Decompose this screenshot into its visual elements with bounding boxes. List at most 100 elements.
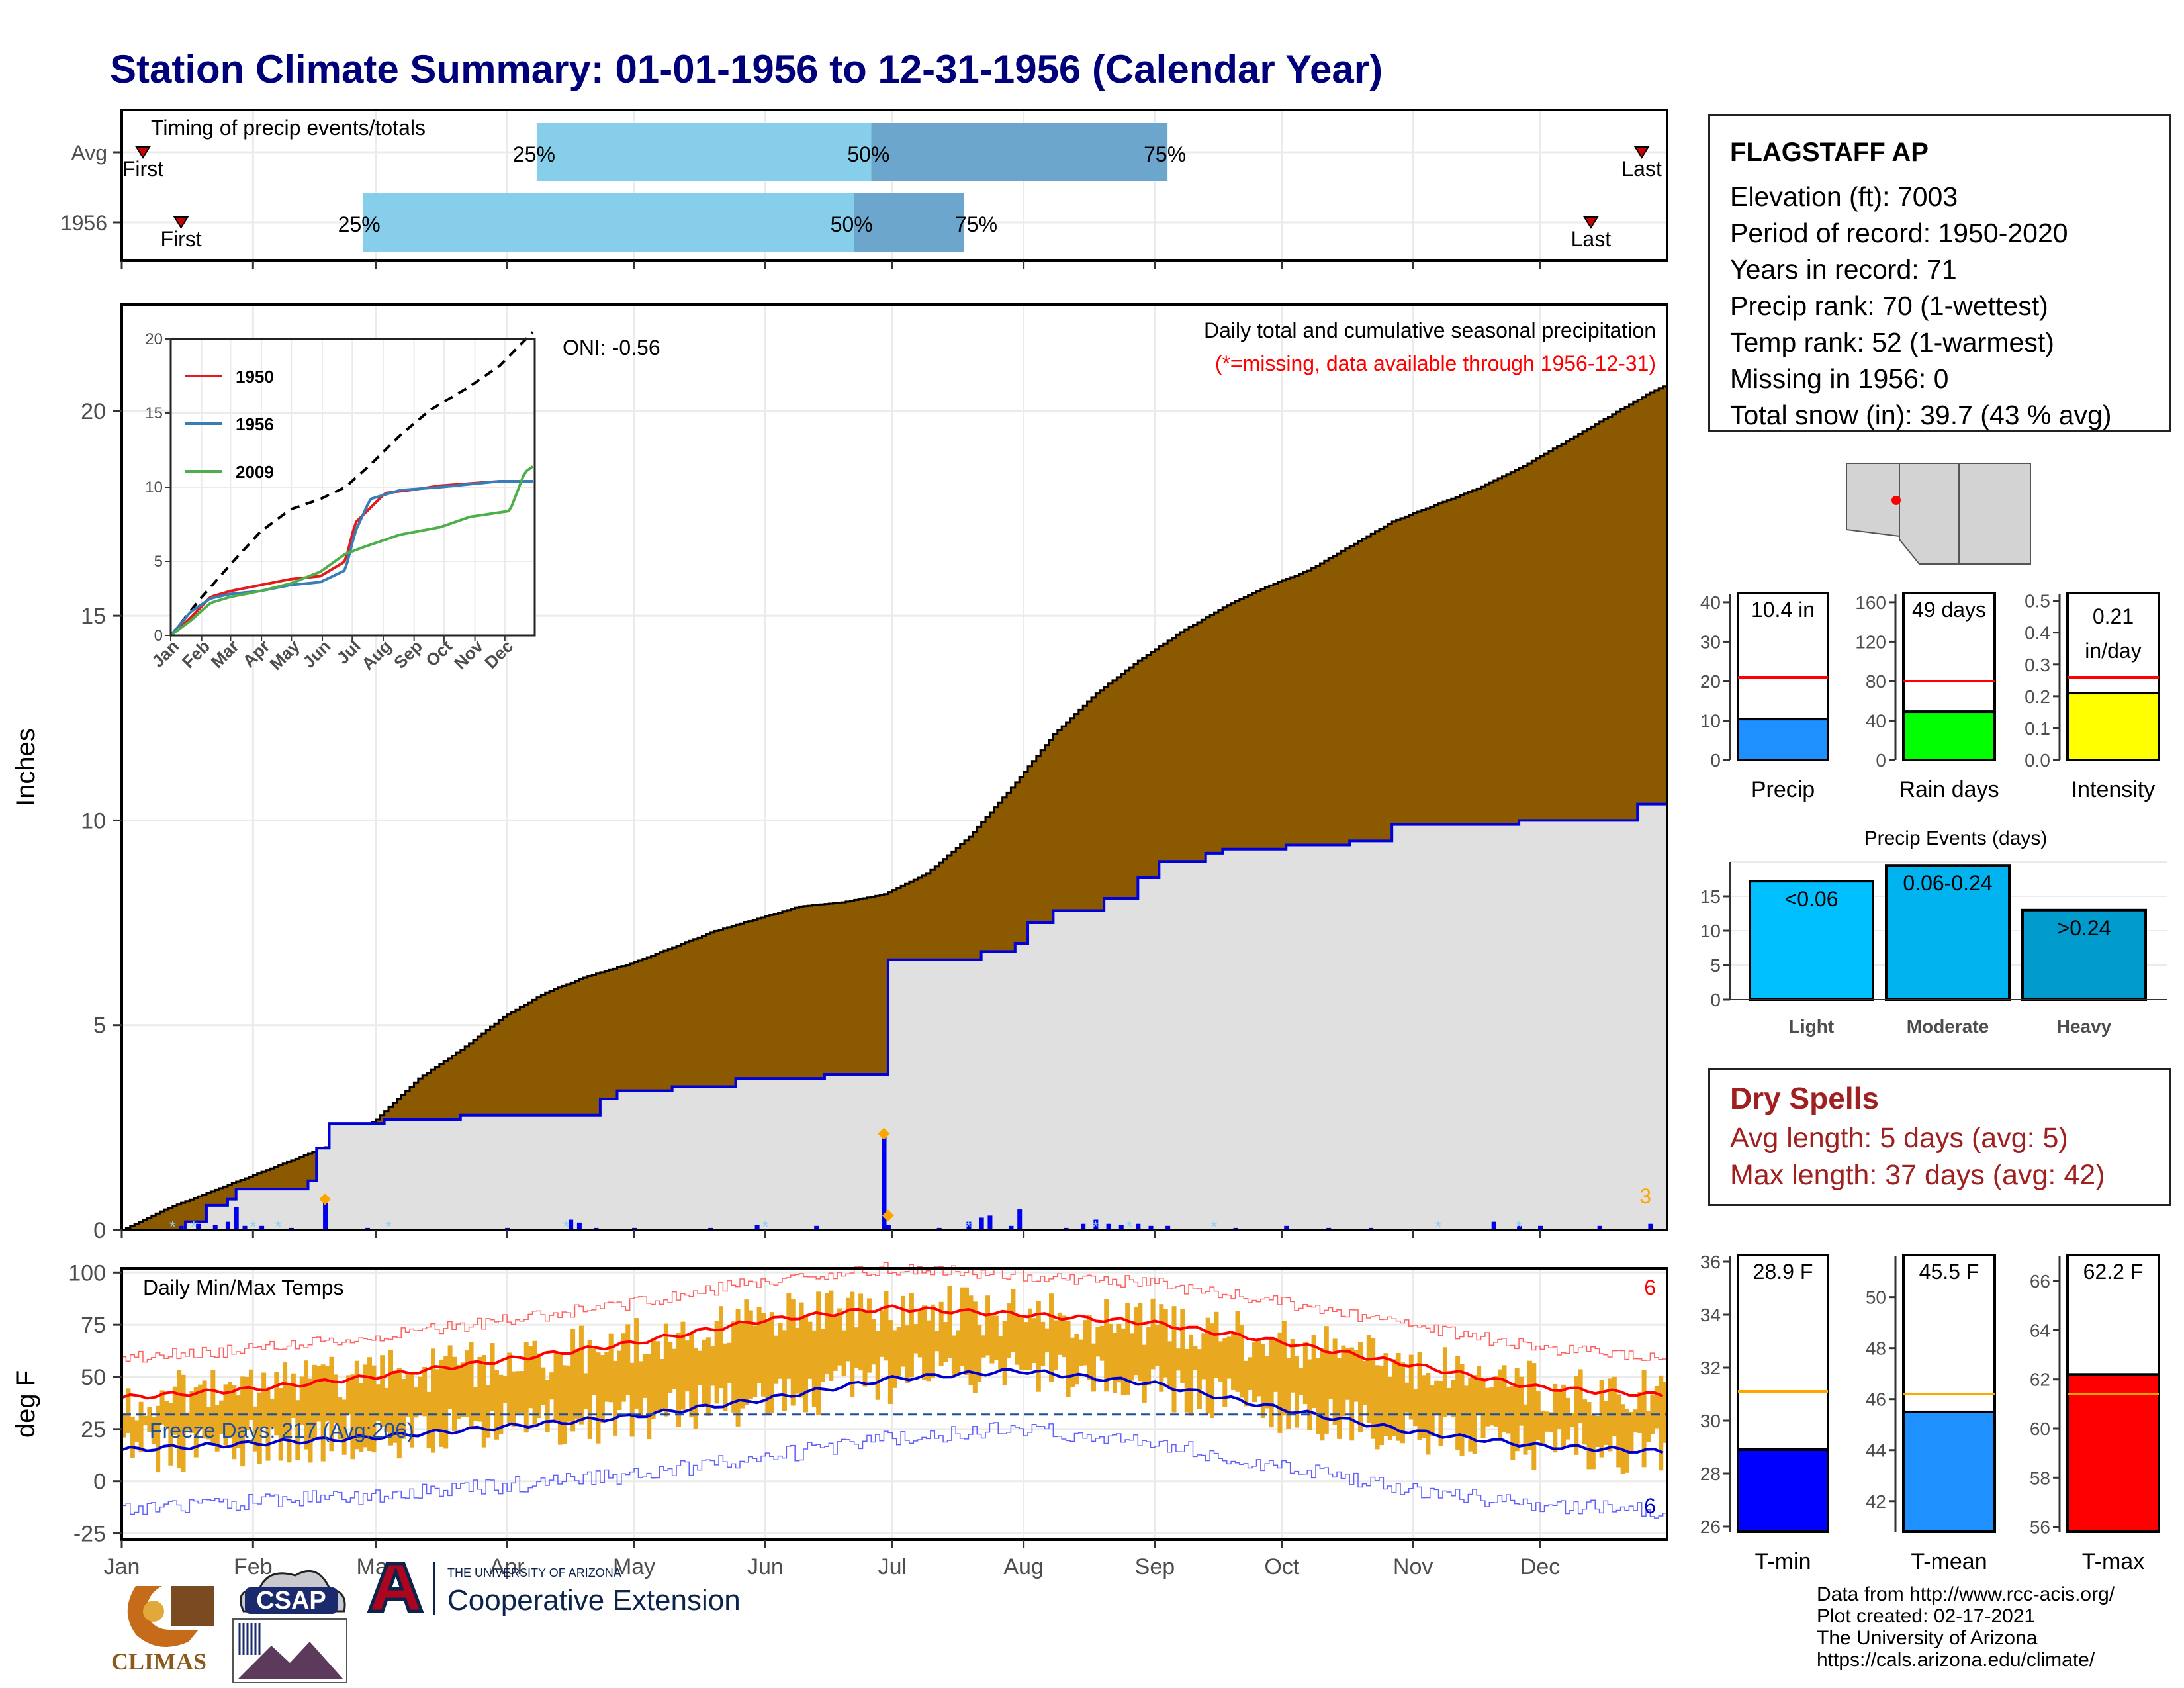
temp-t-min-bar <box>1737 1448 1829 1533</box>
temp-daily-range-bar <box>943 1322 948 1362</box>
temp-daily-range-bar <box>710 1346 715 1386</box>
temp-daily-range-bar <box>320 1364 326 1462</box>
precip-daily-bar <box>1081 1223 1086 1230</box>
temp-daily-range-bar <box>456 1364 461 1419</box>
temp-daily-range-bar <box>1506 1386 1511 1434</box>
precip-missing-star: * <box>1126 1217 1132 1237</box>
temp-daily-range-bar <box>875 1331 880 1400</box>
temp-daily-range-bar <box>731 1321 737 1413</box>
temp-daily-range-bar <box>426 1391 432 1448</box>
temp-daily-range-bar <box>1328 1353 1334 1399</box>
temp-daily-range-bar <box>1510 1385 1516 1460</box>
temp-daily-range-bar <box>790 1299 796 1406</box>
temp-daily-range-bar <box>748 1310 753 1400</box>
temp-daily-range-bar <box>486 1385 491 1438</box>
temp-daily-range-bar <box>210 1370 216 1444</box>
temp-daily-range-bar <box>1472 1375 1477 1454</box>
temp-daily-range-bar <box>447 1345 453 1409</box>
temp-daily-range-bar <box>138 1401 144 1452</box>
temp-daily-range-bar <box>265 1387 271 1461</box>
season-rain-days-ytick-label: 0 <box>1876 750 1886 771</box>
temp-t-mean-label: T-mean <box>1911 1549 1987 1574</box>
temp-daily-range-bar <box>1040 1321 1046 1366</box>
precip-daily-bar <box>1538 1225 1543 1230</box>
timing-last-marker <box>1633 146 1650 159</box>
temp-daily-range-bar <box>655 1341 660 1411</box>
temp-avg-min-line <box>121 1368 1664 1454</box>
temp-daily-range-bar <box>1480 1378 1486 1438</box>
timing-label-50: 50% <box>847 142 889 166</box>
temp-daily-range-bar <box>1569 1413 1574 1428</box>
precip-daily-bar <box>1148 1225 1154 1230</box>
temp-daily-range-bar <box>1582 1399 1588 1445</box>
temp-daily-range-bar <box>304 1360 309 1450</box>
temp-daily-range-bar <box>617 1350 622 1411</box>
temp-daily-range-bar <box>1557 1389 1562 1429</box>
precip-ytick-label: 0 <box>93 1218 106 1243</box>
precip-missing-star: * <box>965 1217 972 1237</box>
temp-daily-range-bar <box>850 1291 855 1397</box>
temp-daily-range-bar <box>1654 1385 1659 1429</box>
temp-daily-range-bar <box>435 1369 440 1432</box>
temp-daily-range-bar <box>401 1379 406 1439</box>
temp-t-mean-ytick-label: 42 <box>1866 1491 1886 1512</box>
dry-spells-avg: Avg length: 5 days (avg: 5) <box>1730 1122 2068 1154</box>
temp-daily-range-bar <box>680 1321 686 1410</box>
precip-daily-bar <box>966 1221 972 1230</box>
temp-daily-range-bar <box>778 1323 783 1379</box>
temp-daily-range-bar <box>892 1330 897 1388</box>
temp-xtick-label: Aug <box>1003 1554 1044 1579</box>
temp-daily-range-bar <box>261 1372 267 1427</box>
temp-daily-range-bar <box>1252 1342 1257 1403</box>
temp-daily-range-bar <box>634 1318 639 1409</box>
season-rain-days-ytick-label: 120 <box>1855 632 1886 652</box>
temp-daily-range-bar <box>363 1364 368 1448</box>
temp-daily-range-bar <box>1146 1327 1152 1385</box>
temp-daily-range-bar <box>1553 1383 1558 1453</box>
temp-daily-range-bar <box>837 1308 842 1366</box>
precip-ytick-label: 5 <box>93 1013 106 1039</box>
temp-daily-range-bar <box>1189 1334 1194 1416</box>
temp-daily-range-bar <box>1032 1318 1037 1364</box>
precip-daily-bar <box>1017 1209 1023 1230</box>
temp-daily-range-bar <box>490 1343 495 1411</box>
temp-daily-range-bar <box>600 1355 605 1423</box>
temp-t-mean-ytick-label: 48 <box>1866 1338 1886 1359</box>
temp-daily-range-bar <box>574 1348 580 1419</box>
precip-events-bar <box>1885 864 2011 1001</box>
precip-daily-bar <box>1597 1225 1602 1230</box>
precip-events-bar-label: 0.06-0.24 <box>1903 871 1992 895</box>
temp-daily-range-bar <box>1078 1339 1083 1366</box>
temp-daily-range-bar <box>1590 1415 1596 1470</box>
temp-daily-range-bar <box>1514 1368 1520 1452</box>
season-precip-ytick-label: 40 <box>1700 592 1721 613</box>
temp-daily-range-bar <box>134 1420 140 1442</box>
temp-t-mean-ytick-label: 44 <box>1866 1440 1886 1461</box>
temp-daily-range-bar <box>1023 1322 1028 1371</box>
temp-daily-range-bar <box>1302 1342 1308 1405</box>
temp-daily-range-bar <box>1180 1309 1185 1383</box>
temp-daily-range-bar <box>714 1321 719 1404</box>
timing-bar-q50-q75 <box>871 123 1168 181</box>
temp-record-max-line <box>122 1262 1667 1363</box>
temp-daily-range-bar <box>934 1331 940 1352</box>
temp-daily-range-bar <box>744 1299 749 1406</box>
precip-daily-bar <box>979 1217 984 1230</box>
precip-missing-star: * <box>1092 1217 1099 1237</box>
temp-daily-range-bar <box>227 1381 232 1439</box>
temp-daily-range-bar <box>587 1340 592 1439</box>
temp-daily-range-bar <box>1210 1323 1215 1419</box>
temp-t-min-ytick-label: 30 <box>1700 1411 1721 1431</box>
temp-daily-range-bar <box>396 1368 402 1459</box>
temp-daily-range-bar <box>1235 1310 1240 1392</box>
temp-daily-range-bar <box>841 1330 846 1377</box>
temp-xtick-label: Feb <box>234 1554 273 1579</box>
temp-daily-range-bar <box>740 1322 745 1409</box>
temp-daily-range-bar <box>1159 1304 1164 1392</box>
temp-daily-range-bar <box>1375 1365 1380 1450</box>
climas-logo-block <box>171 1586 214 1626</box>
temp-daily-range-bar <box>1316 1358 1321 1434</box>
temp-daily-range-bar <box>1455 1356 1461 1450</box>
precip-title: Daily total and cumulative seasonal prec… <box>1204 318 1656 342</box>
temp-daily-range-bar <box>236 1395 241 1449</box>
